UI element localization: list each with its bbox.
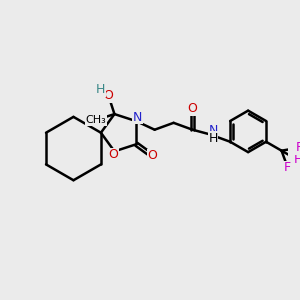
Text: H: H [96,83,105,96]
Text: O: O [103,89,113,103]
Text: CH₃: CH₃ [86,115,106,125]
Text: N: N [208,124,218,137]
Text: F: F [284,161,291,174]
Text: O: O [147,149,157,162]
Text: O: O [188,102,197,115]
Text: F: F [296,141,300,154]
Text: H: H [208,132,218,145]
Text: N: N [133,111,142,124]
Text: O: O [109,148,118,161]
Text: F: F [294,153,300,166]
